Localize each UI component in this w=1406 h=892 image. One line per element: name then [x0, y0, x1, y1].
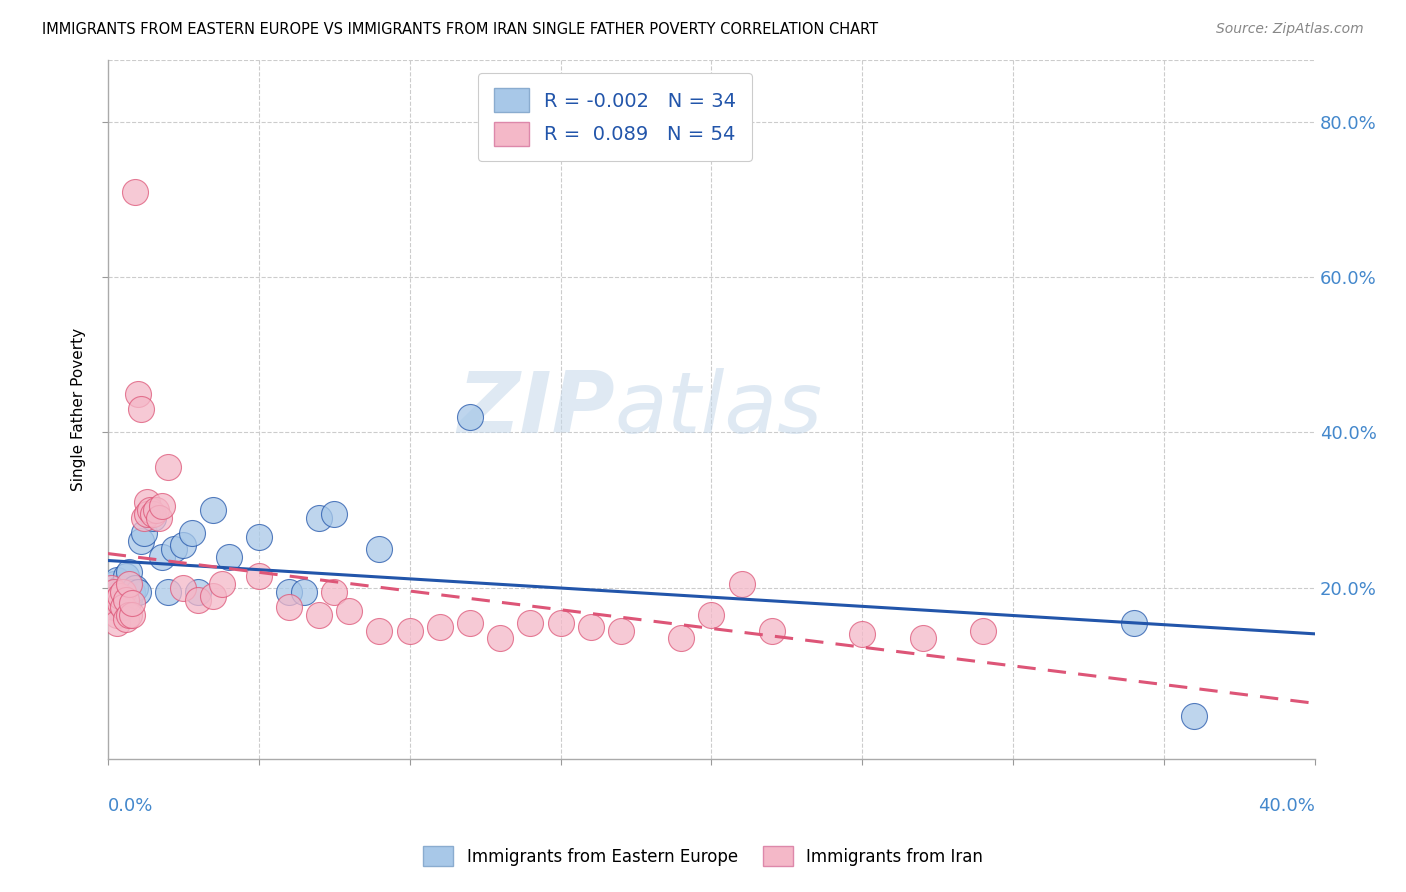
Point	[118, 577, 141, 591]
Point	[550, 615, 572, 630]
Point	[761, 624, 783, 638]
Point	[121, 584, 143, 599]
Point	[187, 592, 209, 607]
Text: 0.0%: 0.0%	[108, 797, 153, 815]
Text: ZIP: ZIP	[457, 368, 614, 450]
Point	[118, 608, 141, 623]
Point	[105, 600, 128, 615]
Point	[211, 577, 233, 591]
Point	[115, 592, 138, 607]
Point	[108, 596, 131, 610]
Point	[429, 620, 451, 634]
Point	[105, 615, 128, 630]
Point	[103, 584, 125, 599]
Point	[181, 526, 204, 541]
Point	[292, 584, 315, 599]
Point	[105, 608, 128, 623]
Point	[398, 624, 420, 638]
Point	[368, 624, 391, 638]
Point	[163, 542, 186, 557]
Point	[111, 589, 134, 603]
Point	[172, 538, 194, 552]
Text: Source: ZipAtlas.com: Source: ZipAtlas.com	[1216, 22, 1364, 37]
Point	[323, 584, 346, 599]
Point	[127, 386, 149, 401]
Point	[851, 627, 873, 641]
Point	[124, 581, 146, 595]
Point	[731, 577, 754, 591]
Point	[1123, 615, 1146, 630]
Point	[118, 566, 141, 580]
Text: atlas: atlas	[614, 368, 823, 450]
Point	[458, 409, 481, 424]
Point	[579, 620, 602, 634]
Legend: R = -0.002   N = 34, R =  0.089   N = 54: R = -0.002 N = 34, R = 0.089 N = 54	[478, 73, 752, 161]
Point	[100, 592, 122, 607]
Legend: Immigrants from Eastern Europe, Immigrants from Iran: Immigrants from Eastern Europe, Immigran…	[416, 839, 990, 873]
Point	[150, 500, 173, 514]
Point	[172, 581, 194, 595]
Point	[337, 604, 360, 618]
Point	[145, 503, 167, 517]
Point	[277, 600, 299, 615]
Point	[157, 584, 180, 599]
Point	[911, 632, 934, 646]
Point	[111, 600, 134, 615]
Point	[308, 608, 330, 623]
Point	[129, 534, 152, 549]
Point	[610, 624, 633, 638]
Point	[103, 600, 125, 615]
Point	[103, 592, 125, 607]
Point	[124, 185, 146, 199]
Point	[100, 581, 122, 595]
Point	[136, 495, 159, 509]
Point	[129, 402, 152, 417]
Point	[111, 584, 134, 599]
Point	[202, 503, 225, 517]
Point	[150, 549, 173, 564]
Point	[108, 581, 131, 595]
Point	[519, 615, 541, 630]
Point	[247, 569, 270, 583]
Point	[218, 549, 240, 564]
Point	[108, 589, 131, 603]
Point	[277, 584, 299, 599]
Point	[458, 615, 481, 630]
Text: 40.0%: 40.0%	[1258, 797, 1315, 815]
Point	[115, 612, 138, 626]
Point	[323, 507, 346, 521]
Point	[105, 573, 128, 587]
Point	[671, 632, 693, 646]
Point	[489, 632, 512, 646]
Point	[142, 507, 165, 521]
Text: IMMIGRANTS FROM EASTERN EUROPE VS IMMIGRANTS FROM IRAN SINGLE FATHER POVERTY COR: IMMIGRANTS FROM EASTERN EUROPE VS IMMIGR…	[42, 22, 879, 37]
Point	[1184, 709, 1206, 723]
Point	[132, 526, 155, 541]
Point	[139, 503, 162, 517]
Point	[142, 511, 165, 525]
Point	[368, 542, 391, 557]
Point	[105, 592, 128, 607]
Point	[202, 589, 225, 603]
Point	[100, 584, 122, 599]
Y-axis label: Single Father Poverty: Single Father Poverty	[72, 327, 86, 491]
Point	[132, 511, 155, 525]
Point	[972, 624, 994, 638]
Point	[103, 577, 125, 591]
Point	[121, 596, 143, 610]
Point	[108, 584, 131, 599]
Point	[308, 511, 330, 525]
Point	[148, 511, 170, 525]
Point	[700, 608, 723, 623]
Point	[187, 584, 209, 599]
Point	[127, 584, 149, 599]
Point	[247, 530, 270, 544]
Point	[136, 507, 159, 521]
Point	[118, 592, 141, 607]
Point	[115, 569, 138, 583]
Point	[121, 608, 143, 623]
Point	[157, 460, 180, 475]
